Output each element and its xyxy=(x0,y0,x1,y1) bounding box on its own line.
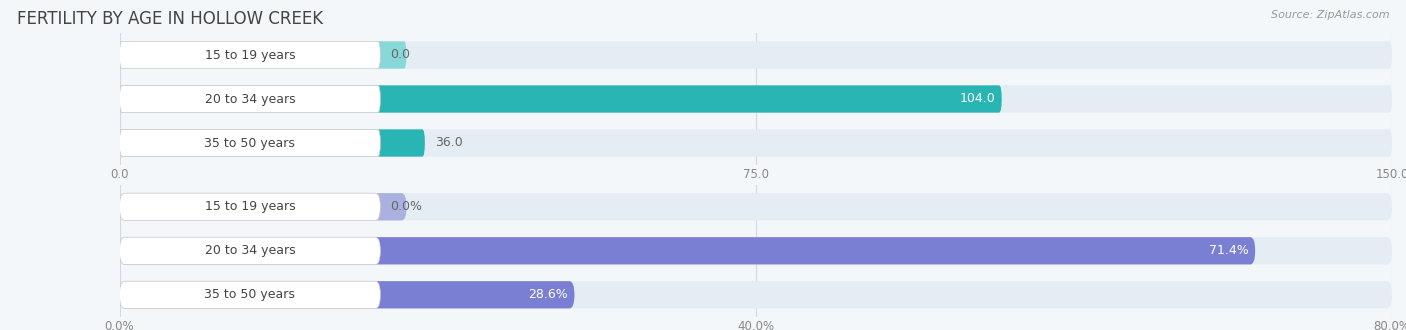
FancyBboxPatch shape xyxy=(120,85,1001,113)
FancyBboxPatch shape xyxy=(120,281,381,309)
FancyBboxPatch shape xyxy=(120,237,1256,264)
FancyBboxPatch shape xyxy=(120,41,1392,69)
FancyBboxPatch shape xyxy=(120,237,1392,264)
Text: 15 to 19 years: 15 to 19 years xyxy=(205,49,295,61)
Text: Source: ZipAtlas.com: Source: ZipAtlas.com xyxy=(1271,10,1389,20)
FancyBboxPatch shape xyxy=(120,281,575,309)
FancyBboxPatch shape xyxy=(120,193,406,220)
Text: 36.0: 36.0 xyxy=(434,137,463,149)
FancyBboxPatch shape xyxy=(120,129,425,157)
Text: 20 to 34 years: 20 to 34 years xyxy=(205,244,295,257)
FancyBboxPatch shape xyxy=(120,129,381,157)
FancyBboxPatch shape xyxy=(120,85,1392,113)
Text: 35 to 50 years: 35 to 50 years xyxy=(204,137,295,149)
FancyBboxPatch shape xyxy=(120,193,1392,220)
FancyBboxPatch shape xyxy=(120,193,381,220)
Text: 71.4%: 71.4% xyxy=(1209,244,1249,257)
FancyBboxPatch shape xyxy=(120,237,381,264)
Text: 0.0: 0.0 xyxy=(391,49,411,61)
Text: 28.6%: 28.6% xyxy=(529,288,568,301)
FancyBboxPatch shape xyxy=(120,41,406,69)
Text: FERTILITY BY AGE IN HOLLOW CREEK: FERTILITY BY AGE IN HOLLOW CREEK xyxy=(17,10,323,28)
FancyBboxPatch shape xyxy=(120,129,1392,157)
Text: 35 to 50 years: 35 to 50 years xyxy=(204,288,295,301)
Text: 104.0: 104.0 xyxy=(960,92,995,106)
FancyBboxPatch shape xyxy=(120,281,1392,309)
FancyBboxPatch shape xyxy=(120,41,381,69)
FancyBboxPatch shape xyxy=(120,85,381,113)
Text: 0.0%: 0.0% xyxy=(391,200,423,213)
Text: 20 to 34 years: 20 to 34 years xyxy=(205,92,295,106)
Text: 15 to 19 years: 15 to 19 years xyxy=(205,200,295,213)
